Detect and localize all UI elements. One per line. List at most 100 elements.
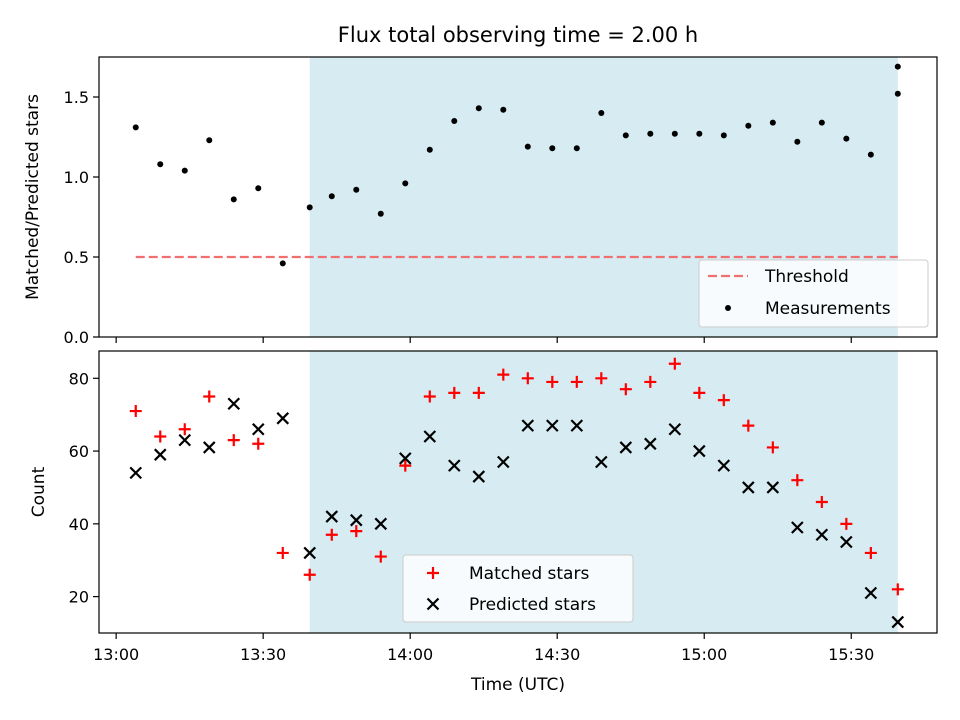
measurement-point xyxy=(696,130,703,137)
legend-matched-swatch xyxy=(427,567,439,579)
measurement-point xyxy=(894,63,901,70)
legend-predicted-swatch xyxy=(426,597,440,611)
ratio-ylabel: Matched/Predicted stars xyxy=(23,94,43,300)
matched-star-point xyxy=(227,434,240,447)
chart-title: Flux total observing time = 2.00 h xyxy=(338,23,698,47)
count-xtick-label: 14:00 xyxy=(387,645,433,664)
matched-star-point xyxy=(129,405,142,418)
measurement-point xyxy=(426,146,433,153)
predicted-star-point xyxy=(276,412,290,425)
ratio-ytick-label: 0.5 xyxy=(64,248,89,267)
matched-star-point xyxy=(178,423,191,436)
measurement-point xyxy=(524,143,531,150)
matched-star-point xyxy=(374,550,387,563)
ratio-ytick-label: 0.0 xyxy=(64,328,89,347)
predicted-star-point xyxy=(546,419,559,432)
count-ytick-label: 60 xyxy=(69,442,89,461)
predicted-star-point xyxy=(129,466,143,480)
measurement-point xyxy=(157,161,164,168)
matched-star-point xyxy=(693,386,706,399)
predicted-star-point xyxy=(521,419,535,432)
predicted-star-point xyxy=(595,455,608,469)
matched-star-point xyxy=(864,546,877,559)
count-xtick-label: 14:30 xyxy=(534,645,580,664)
matched-star-point xyxy=(644,375,657,388)
matched-star-point xyxy=(423,390,436,403)
matched-star-point xyxy=(154,430,167,443)
matched-star-point xyxy=(791,474,804,487)
predicted-star-point xyxy=(742,481,755,494)
count-ytick-label: 40 xyxy=(69,515,89,534)
measurement-point xyxy=(818,119,825,126)
ratio-legend-box xyxy=(698,259,929,328)
ratio-ytick-label: 1.0 xyxy=(64,168,89,187)
predicted-star-point xyxy=(227,397,241,411)
matched-star-point xyxy=(891,583,904,596)
measurement-point xyxy=(377,210,384,217)
measurement-point xyxy=(647,130,654,137)
measurement-point xyxy=(206,137,213,144)
matched-star-point xyxy=(766,441,779,454)
matched-star-point xyxy=(303,568,316,581)
measurement-point xyxy=(306,204,313,211)
predicted-star-point xyxy=(202,441,216,454)
measurement-point xyxy=(720,132,727,139)
count-xtick-label: 13:30 xyxy=(240,645,286,664)
matched-star-point xyxy=(448,386,461,399)
predicted-star-point xyxy=(472,470,486,483)
measurement-point xyxy=(867,151,874,158)
matched-star-point xyxy=(546,375,559,388)
measurement-point xyxy=(598,110,605,116)
predicted-star-point xyxy=(791,521,804,534)
predicted-star-point xyxy=(423,430,437,443)
count-legend-box xyxy=(402,554,634,623)
predicted-star-point xyxy=(815,528,829,542)
predicted-star-point xyxy=(891,615,905,629)
count-ylabel: Count xyxy=(29,466,49,517)
matched-star-point xyxy=(595,372,608,385)
measurement-point xyxy=(794,138,801,145)
matched-star-point xyxy=(815,496,828,509)
predicted-star-point xyxy=(570,419,584,432)
measurement-point xyxy=(132,124,139,131)
count-legend: Matched stars Predicted stars xyxy=(402,554,634,623)
legend-predicted-label: Predicted stars xyxy=(469,595,596,615)
ratio-ytick-label: 1.5 xyxy=(64,88,89,107)
ratio-panel-frame xyxy=(98,56,938,338)
matched-star-point xyxy=(521,372,534,385)
count-xtick-label: 13:00 xyxy=(93,645,139,664)
count-ytick-label: 80 xyxy=(69,369,89,388)
count-xlabel: Time (UTC) xyxy=(470,675,565,695)
measurement-point xyxy=(745,122,752,129)
measurement-point xyxy=(255,185,262,192)
predicted-star-point xyxy=(303,546,317,560)
count-panel-frame xyxy=(98,350,938,634)
predicted-star-point xyxy=(644,437,657,451)
predicted-star-point xyxy=(717,459,731,472)
predicted-star-point xyxy=(374,517,388,531)
predicted-star-point xyxy=(448,459,461,472)
matched-star-point xyxy=(619,383,632,396)
predicted-star-point xyxy=(766,481,780,494)
matched-star-point xyxy=(668,357,681,370)
matched-star-point xyxy=(276,546,289,559)
measurement-point xyxy=(671,130,678,137)
legend-threshold-label: Threshold xyxy=(764,267,849,287)
count-xtick-label: 15:00 xyxy=(681,645,727,664)
ratio-panel: 0.0 0.5 1.0 1.5 Matched/Predicted stars Thr… xyxy=(23,56,938,347)
predicted-star-point xyxy=(178,433,192,447)
legend-measurement-swatch xyxy=(725,305,731,311)
measurement-point xyxy=(500,106,507,113)
matched-star-point xyxy=(742,419,755,432)
measurement-point xyxy=(475,105,482,112)
ratio-legend: Threshold Measurements xyxy=(698,259,929,328)
measurement-point xyxy=(230,196,237,203)
predicted-star-point xyxy=(399,452,412,465)
predicted-star-point xyxy=(619,441,633,454)
measurement-point xyxy=(328,193,335,200)
matched-star-point xyxy=(325,528,338,541)
predicted-star-point xyxy=(153,448,167,461)
matched-star-point xyxy=(570,375,583,388)
matched-star-point xyxy=(399,459,412,472)
